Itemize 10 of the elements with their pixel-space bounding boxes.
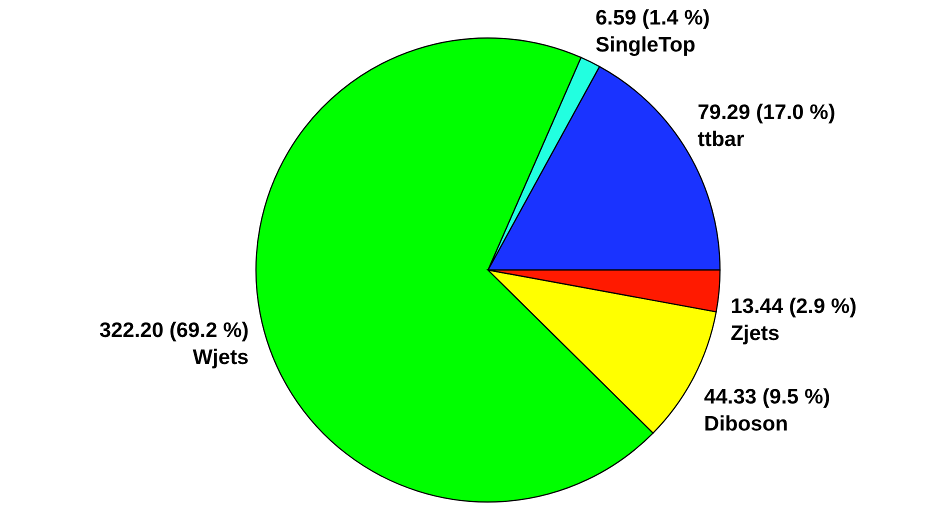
data-label: 6.59 (1.4 %) xyxy=(595,6,710,30)
slice-label: Wjets xyxy=(192,346,249,369)
data-label: 322.20 (69.2 %) xyxy=(99,318,249,342)
slice-label: SingleTop xyxy=(595,33,696,56)
data-label: 79.29 (17.0 %) xyxy=(698,100,836,124)
slice-label: Zjets xyxy=(730,322,780,346)
slice-label: Diboson xyxy=(704,412,788,436)
data-label: 44.33 (9.5 %) xyxy=(704,386,830,409)
data-label: 13.44 (2.9 %) xyxy=(730,295,857,318)
slice-label: ttbar xyxy=(698,128,744,151)
